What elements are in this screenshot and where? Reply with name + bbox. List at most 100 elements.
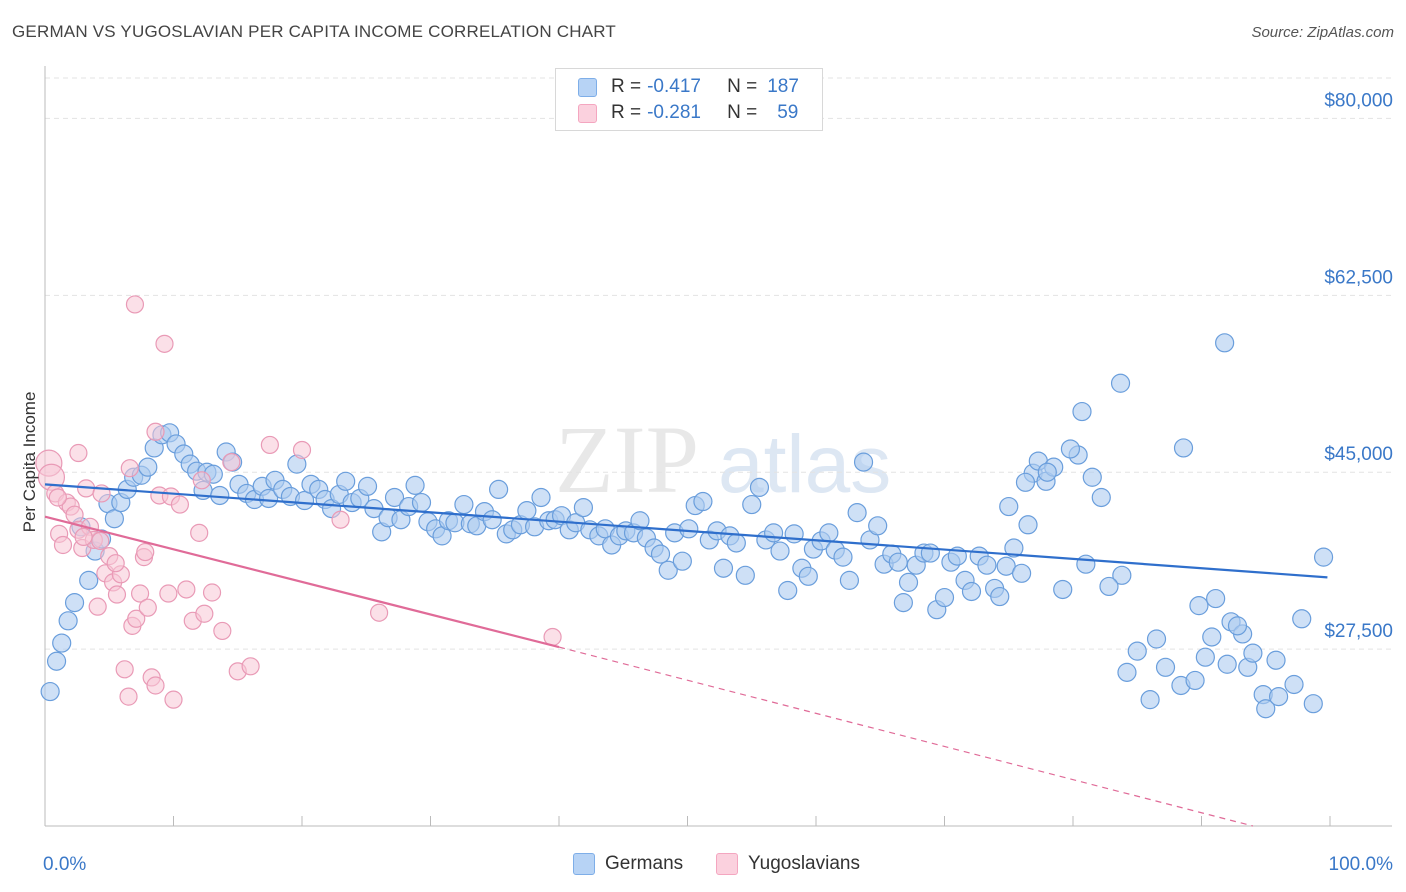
yugoslavian-point [292, 440, 312, 460]
x-tick-label: 100.0% [1329, 854, 1394, 875]
german-point [1127, 641, 1147, 661]
yugoslavians-swatch [578, 103, 597, 123]
yugoslavian-point [106, 554, 125, 573]
correlation-legend: R = -0.417 N = 187 R = -0.281 N = 59 [555, 68, 823, 131]
n-value: 187 [767, 76, 799, 97]
yugoslavian-point [222, 453, 241, 472]
yugoslavian-point [127, 609, 146, 628]
german-point [1082, 467, 1102, 487]
chart-title: GERMAN VS YUGOSLAVIAN PER CAPITA INCOME … [12, 22, 616, 41]
german-point [839, 570, 860, 590]
y-tick-label: $62,500 [1324, 267, 1393, 288]
german-point [1076, 554, 1096, 574]
r-value: -0.281 [647, 102, 701, 123]
german-point [961, 581, 982, 602]
german-point [977, 555, 997, 575]
r-value: -0.417 [647, 76, 701, 97]
german-point [1243, 643, 1263, 663]
german-point [411, 492, 432, 513]
german-point [1155, 657, 1176, 677]
x-tick-labels: 0.0% 100.0% [43, 854, 1393, 875]
german-point [1215, 333, 1235, 353]
yugoslavian-point [170, 495, 190, 514]
german-point [679, 519, 699, 539]
legend-row-germans: R = -0.417 N = 187 [578, 74, 799, 100]
german-point [1227, 616, 1248, 636]
german-point [258, 488, 279, 509]
yugoslavian-point [159, 584, 178, 603]
y-axis-label: Per Capita Income [20, 392, 39, 533]
r-label: R = [611, 76, 642, 97]
german-point [1099, 576, 1119, 597]
german-point [1202, 627, 1222, 647]
german-point [79, 570, 99, 590]
german-point [138, 457, 158, 477]
german-point [1037, 462, 1057, 482]
german-point [672, 551, 692, 571]
german-point [1091, 487, 1111, 508]
y-tick-label: $80,000 [1324, 90, 1393, 111]
german-point [778, 580, 798, 601]
german-point [405, 475, 425, 495]
legend-row-yugoslavians: R = -0.281 N = 59 [578, 100, 798, 126]
yugoslavian-point [91, 531, 110, 551]
yugoslavian-point [202, 583, 222, 602]
german-point [893, 593, 913, 613]
german-point [934, 587, 955, 608]
yugoslavian-point [331, 510, 350, 529]
german-point [40, 681, 60, 702]
german-point [999, 496, 1019, 517]
german-point [853, 452, 874, 472]
german-point [1015, 472, 1036, 492]
german-point [1268, 687, 1289, 707]
german-point [489, 479, 509, 499]
german-point [1303, 694, 1323, 714]
german-point [798, 566, 818, 586]
y-tick-labels: $27,500 $45,000 $62,500 $80,000 [1324, 90, 1393, 642]
german-point [1053, 579, 1073, 600]
german-point [868, 516, 888, 536]
yugoslavian-point [155, 334, 174, 353]
german-point [749, 477, 770, 497]
trend-lines [44, 483, 1328, 827]
german-point [1060, 439, 1081, 459]
german-point [693, 491, 713, 512]
germans-legend-swatch [573, 853, 595, 875]
german-point [1292, 609, 1312, 629]
german-point [990, 586, 1010, 607]
german-point [920, 543, 940, 563]
german-point [1313, 547, 1334, 567]
yugoslavian-point [370, 603, 389, 622]
yugoslavian-point [138, 598, 157, 617]
german-point [1117, 662, 1137, 682]
german-point [1185, 670, 1205, 691]
yugoslavians-points [35, 295, 562, 709]
german-point [1256, 699, 1276, 719]
german-point [482, 510, 502, 530]
german-point [658, 560, 678, 580]
germans-points [40, 333, 1334, 719]
german-point [713, 558, 734, 578]
yugoslavian-point [120, 459, 139, 478]
german-point [104, 509, 124, 529]
german-point [898, 572, 919, 592]
german-point [1011, 563, 1032, 583]
chart-source: Source: ZipAtlas.com [1251, 24, 1394, 41]
yugoslavians-legend-swatch [716, 853, 738, 875]
germans-swatch [578, 77, 597, 97]
german-point [573, 497, 594, 518]
yugoslavian-point [125, 295, 145, 314]
german-point [1173, 438, 1194, 458]
watermark-zip: ZIP [555, 406, 699, 513]
german-point [1146, 629, 1167, 649]
yugoslavian-point [53, 535, 73, 555]
yugoslavian-point [146, 422, 165, 441]
yugoslavian-point [177, 580, 196, 599]
german-point [888, 552, 908, 572]
german-point [46, 651, 67, 671]
german-point [1284, 674, 1304, 695]
german-point [1112, 565, 1132, 585]
yugoslavian-point [74, 527, 93, 547]
n-value: 59 [777, 102, 799, 123]
